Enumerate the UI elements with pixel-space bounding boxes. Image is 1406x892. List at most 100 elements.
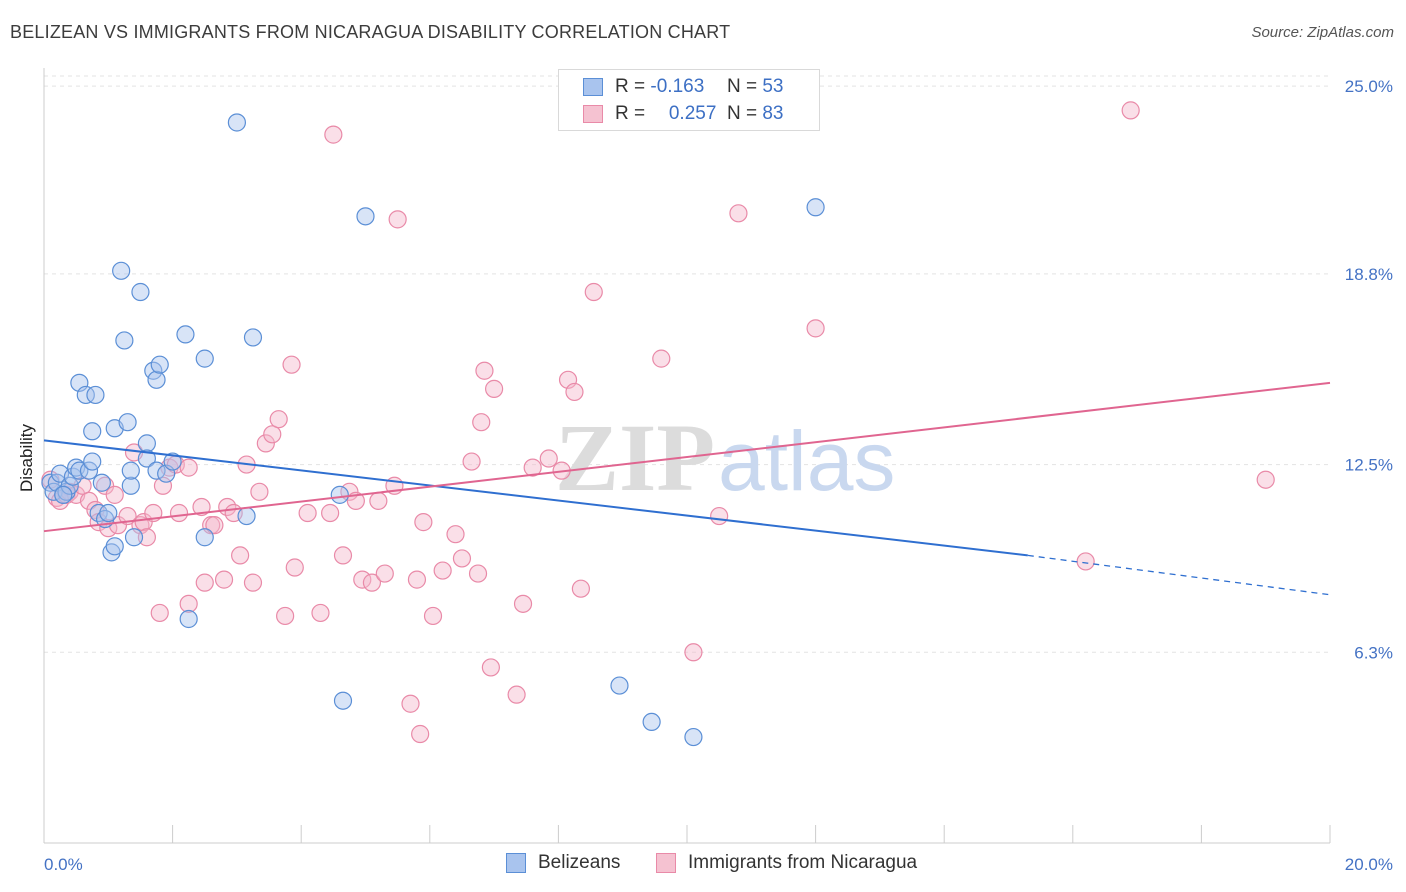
nicaragua-point [276, 606, 295, 626]
legend-row-belizeans: R = -0.163 N = 53 [583, 74, 783, 100]
nicaragua-point [513, 594, 533, 613]
watermark: ZIP atlas [555, 404, 895, 511]
nicaragua-point [137, 528, 156, 547]
nicaragua-point [729, 204, 748, 223]
x-tick-label-max: 20.0% [1345, 855, 1393, 874]
bottom-legend: Belizeans Immigrants from Nicaragua [0, 852, 1406, 878]
nicaragua-point [134, 513, 153, 532]
belizean-point [121, 461, 140, 480]
nicaragua-point [243, 573, 263, 592]
nicaragua-point [565, 382, 584, 402]
belizean-point [83, 452, 102, 471]
watermark-atlas: atlas [718, 414, 895, 508]
belizean-point [176, 325, 195, 344]
nicaragua-point [806, 319, 825, 338]
nicaragua-point [1076, 552, 1095, 571]
belizean-point [118, 413, 137, 432]
belizean-point [356, 207, 375, 226]
nicaragua-point [214, 570, 234, 589]
bottom-legend-label-belizeans: Belizeans [538, 852, 621, 873]
nicaragua-point [468, 564, 488, 583]
legend-swatch-pink [583, 105, 603, 123]
nicaragua-point [472, 413, 491, 432]
nicaragua-point [423, 606, 443, 626]
legend-n-value-1: 53 [762, 76, 784, 97]
belizean-point [54, 485, 73, 504]
nicaragua-point [411, 724, 430, 744]
nicaragua-point [231, 546, 250, 565]
nicaragua-point [475, 361, 494, 380]
nicaragua-point [401, 694, 420, 713]
nicaragua-point [507, 685, 526, 704]
nicaragua-point [73, 476, 92, 495]
belizean-point [237, 506, 256, 526]
legend-r-label: R = [615, 103, 646, 124]
nicaragua-trend-line [43, 381, 1331, 533]
nicaragua-point [333, 546, 353, 565]
belizean-point [642, 712, 661, 732]
nicaragua-point [539, 449, 558, 468]
nicaragua-point [375, 564, 394, 583]
belizean-point [806, 198, 825, 217]
belizean-point [121, 476, 140, 495]
nicaragua-point [1121, 101, 1140, 120]
nicaragua-point [1256, 470, 1275, 489]
belizean-point [179, 609, 198, 629]
nicaragua-point [282, 355, 301, 374]
belizean-point [610, 676, 629, 695]
grid-lines [44, 75, 1330, 653]
trend-lines [43, 381, 1331, 596]
belizean-point [99, 503, 118, 523]
nicaragua-point [485, 379, 504, 398]
stats-legend: R = -0.163 N = 53 R = 0.257 N = 83 [558, 69, 820, 131]
bottom-legend-swatch-blue [506, 853, 526, 873]
belizeans-trend-extension [1027, 554, 1331, 596]
nicaragua-point [169, 503, 189, 523]
nicaragua-point [195, 573, 214, 592]
belizean-point [150, 355, 169, 374]
y-tick-label: 12.5% [1345, 456, 1393, 475]
nicaragua-point [250, 482, 269, 501]
nicaragua-point [362, 573, 382, 592]
belizean-point [131, 282, 150, 302]
belizean-point [195, 528, 214, 547]
nicaragua-point [462, 452, 481, 471]
nicaragua-point [452, 549, 472, 568]
nicaragua-point [446, 525, 465, 544]
belizean-point [92, 473, 111, 492]
nicaragua-point [263, 425, 282, 444]
chart-title: BELIZEAN VS IMMIGRANTS FROM NICARAGUA DI… [10, 22, 731, 42]
belizean-point [227, 113, 246, 132]
belizeans-trend-line [43, 439, 1028, 557]
belizean-point [330, 485, 349, 504]
belizean-point [70, 461, 89, 480]
belizean-point [105, 537, 124, 556]
source-label: Source: ZipAtlas.com [1251, 24, 1394, 41]
nicaragua-point [324, 125, 343, 144]
legend-r-value-1: -0.163 [650, 76, 705, 97]
legend-r-label: R = [615, 76, 646, 97]
y-axis-label: Disability [17, 423, 36, 492]
belizean-point [243, 328, 263, 347]
belizean-point [137, 434, 156, 453]
nicaragua-point [481, 658, 500, 677]
nicaragua-point [105, 485, 124, 504]
y-tick-label: 18.8% [1345, 265, 1393, 284]
nicaragua-point [433, 561, 452, 580]
legend-n-value-2: 83 [762, 103, 784, 124]
belizean-point [112, 261, 131, 280]
nicaragua-point [95, 476, 115, 495]
bottom-legend-nicaragua: Immigrants from Nicaragua [656, 852, 917, 874]
bottom-legend-label-nicaragua: Immigrants from Nicaragua [688, 852, 918, 873]
axes: 6.3% 12.5% 18.8% 25.0% 0.0% 20.0% [43, 68, 1393, 874]
nicaragua-point [205, 516, 224, 535]
legend-n-label: N = [726, 76, 758, 97]
belizean-point [684, 727, 703, 747]
legend-r-value-2: 0.257 [668, 103, 717, 124]
nicaragua-point [269, 410, 288, 429]
nicaragua-point [369, 491, 388, 511]
nicaragua-point [684, 643, 703, 662]
belizean-point [163, 452, 182, 471]
nicaragua-point [584, 282, 603, 302]
